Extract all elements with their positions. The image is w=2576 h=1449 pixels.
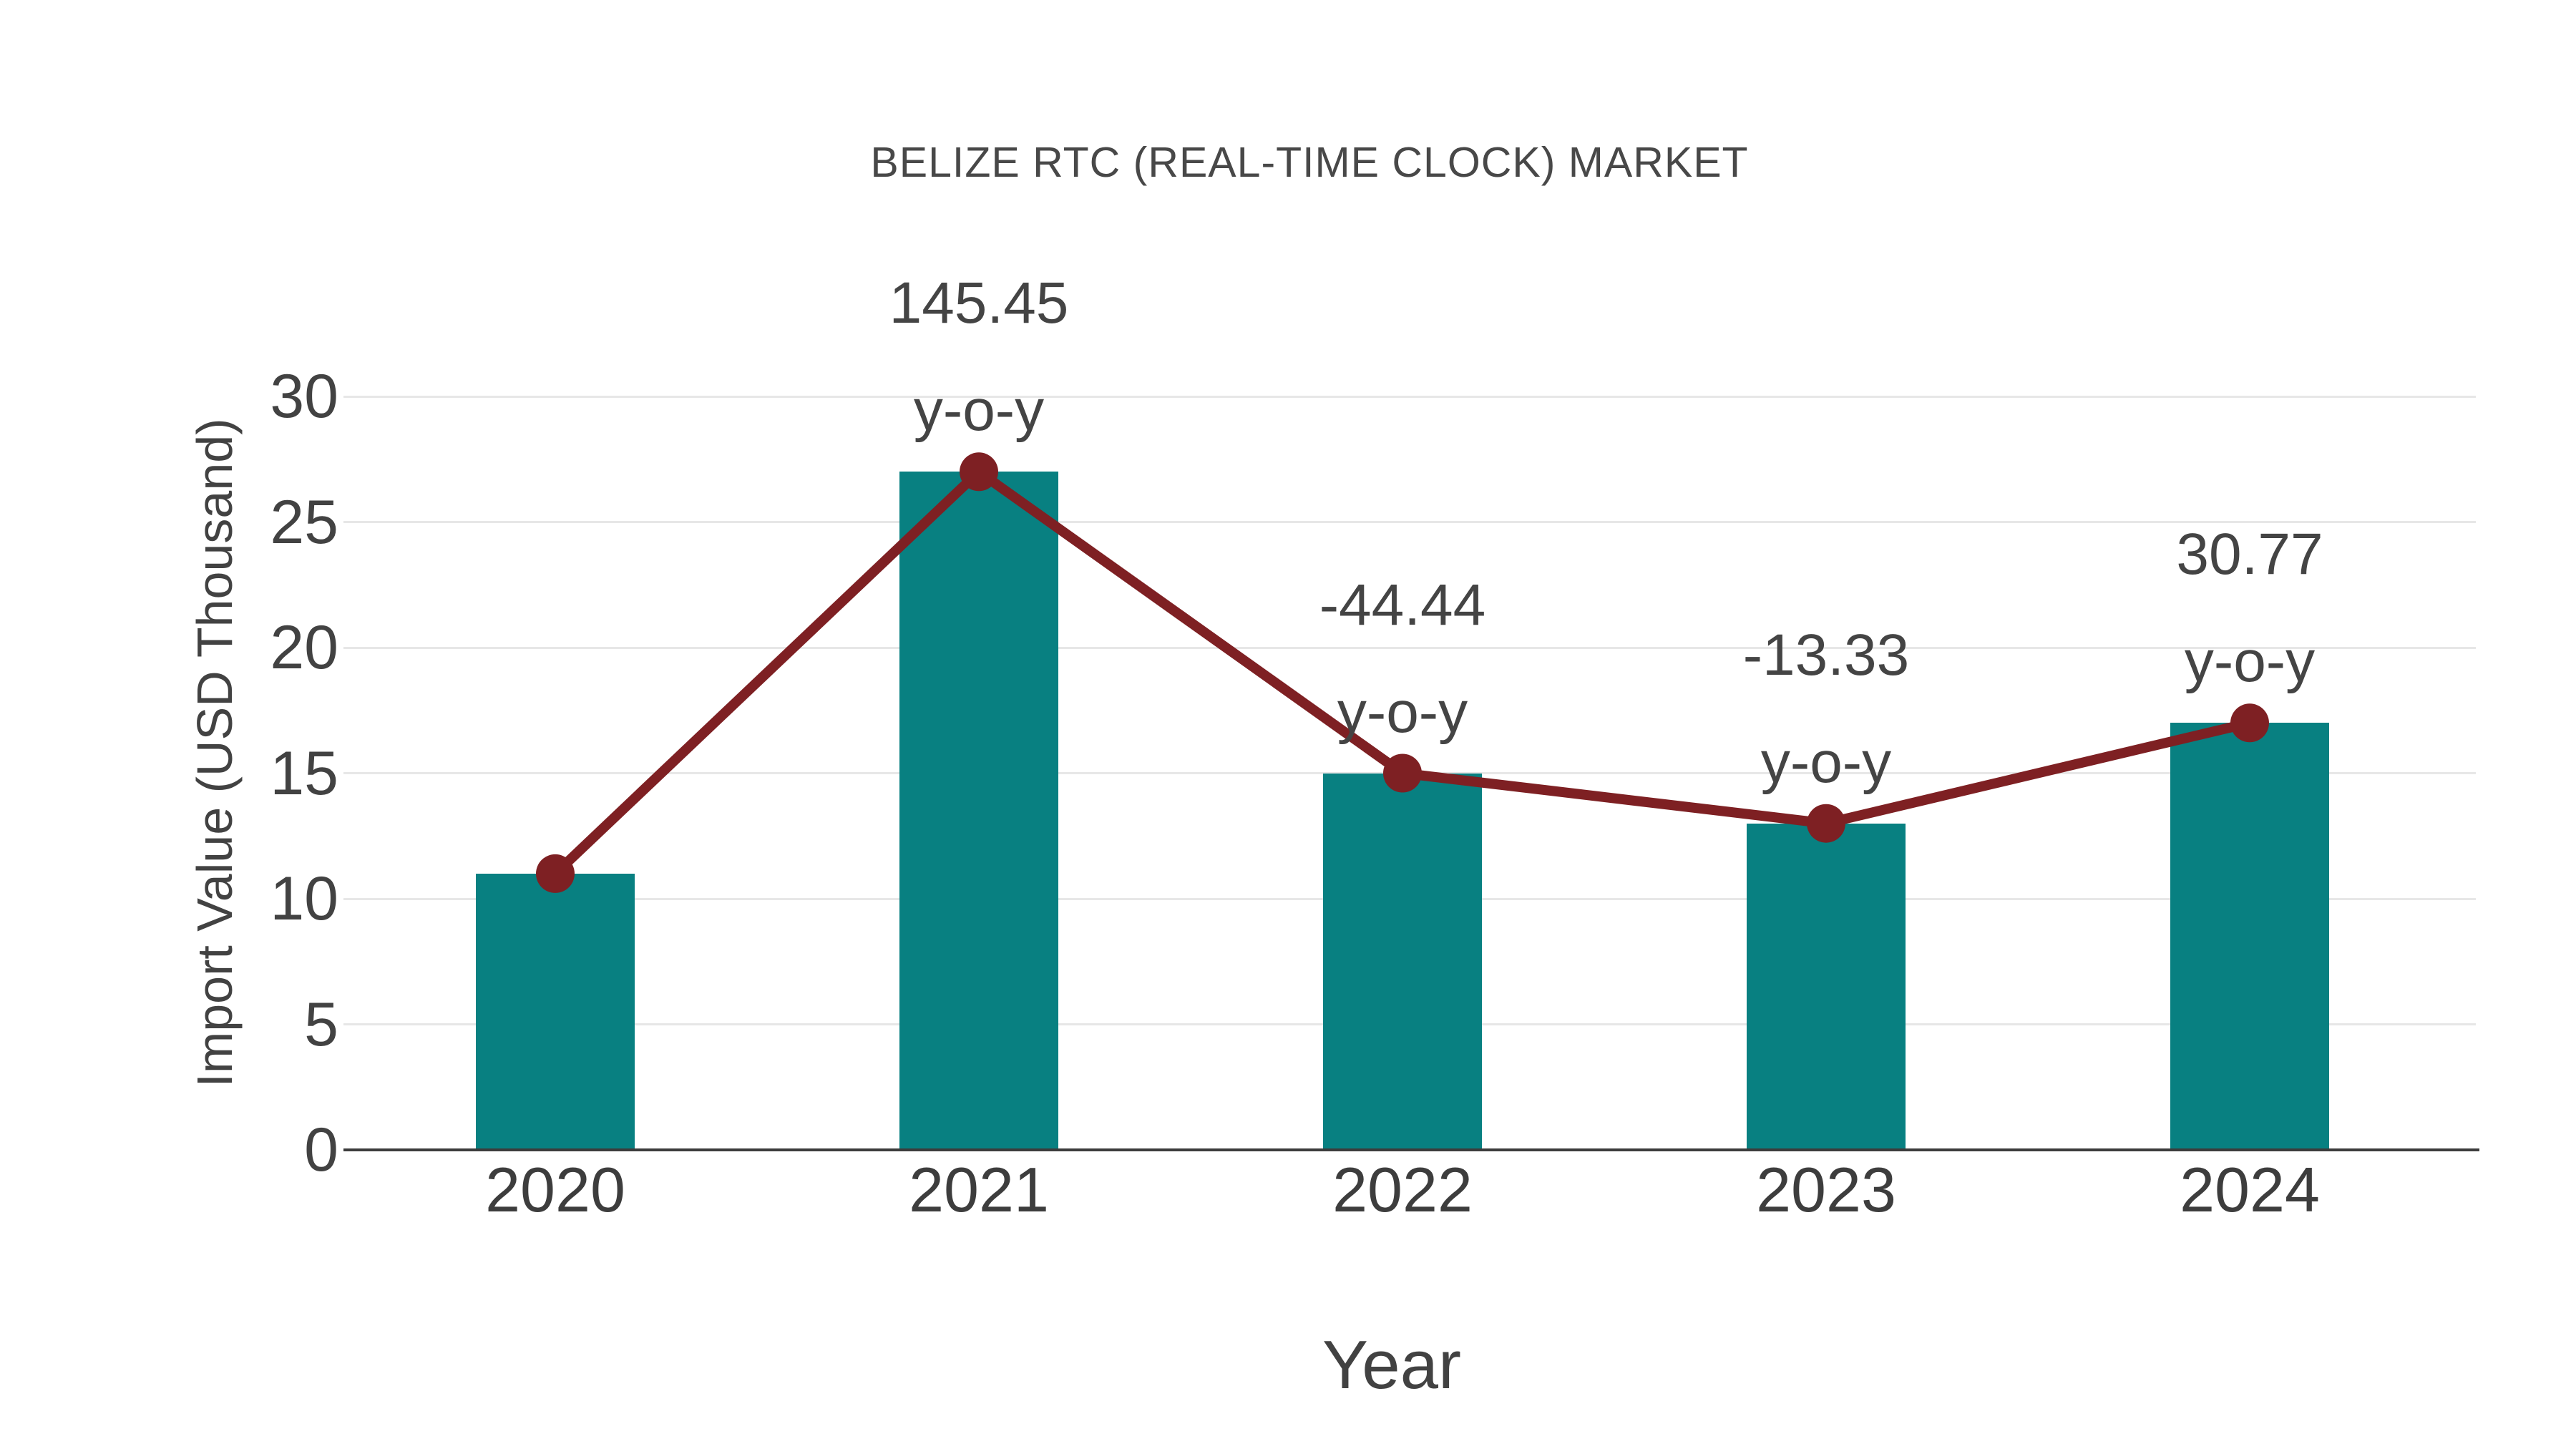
gridline (343, 521, 2476, 523)
annotation-suffix: y-o-y (913, 378, 1045, 444)
y-tick-label: 25 (270, 487, 338, 557)
x-tick-label: 2023 (1756, 1154, 1896, 1225)
bar (1747, 823, 1906, 1150)
annotation-suffix: y-o-y (1337, 679, 1468, 745)
bar (1323, 773, 1482, 1150)
y-tick-label: 30 (270, 362, 338, 431)
y-tick-label: 10 (270, 864, 338, 933)
x-tick-label: 2024 (2180, 1154, 2320, 1225)
annotation-suffix: y-o-y (1760, 729, 1892, 795)
y-tick-label: 0 (304, 1116, 338, 1184)
gridline (343, 395, 2476, 398)
annotation-suffix: y-o-y (2184, 629, 2316, 695)
data-point-marker (1383, 753, 1422, 793)
y-tick-label: 20 (270, 613, 338, 682)
gridline (343, 646, 2476, 649)
x-axis-line (343, 1148, 2479, 1151)
y-tick-label: 15 (270, 738, 338, 808)
chart-title: BELIZE RTC (REAL-TIME CLOCK) MARKET (870, 139, 1749, 186)
data-point-marker (1807, 804, 1845, 843)
x-tick-label: 2021 (909, 1154, 1049, 1225)
bar (476, 873, 635, 1150)
x-tick-label: 2022 (1332, 1154, 1473, 1225)
y-tick-label: 5 (304, 990, 338, 1059)
x-axis-title: Year (1322, 1327, 1461, 1403)
bar (899, 472, 1058, 1150)
bar (2170, 723, 2329, 1150)
data-point-marker (2230, 703, 2269, 743)
x-tick-label: 2020 (485, 1154, 625, 1225)
annotation-value: 145.45 (889, 270, 1069, 336)
annotation-value: -13.33 (1742, 622, 1910, 688)
data-point-marker (960, 452, 998, 492)
annotation-value: 30.77 (2176, 522, 2323, 587)
annotation-value: -44.44 (1319, 572, 1486, 638)
trend-line (552, 465, 2251, 877)
data-point-marker (536, 854, 575, 893)
